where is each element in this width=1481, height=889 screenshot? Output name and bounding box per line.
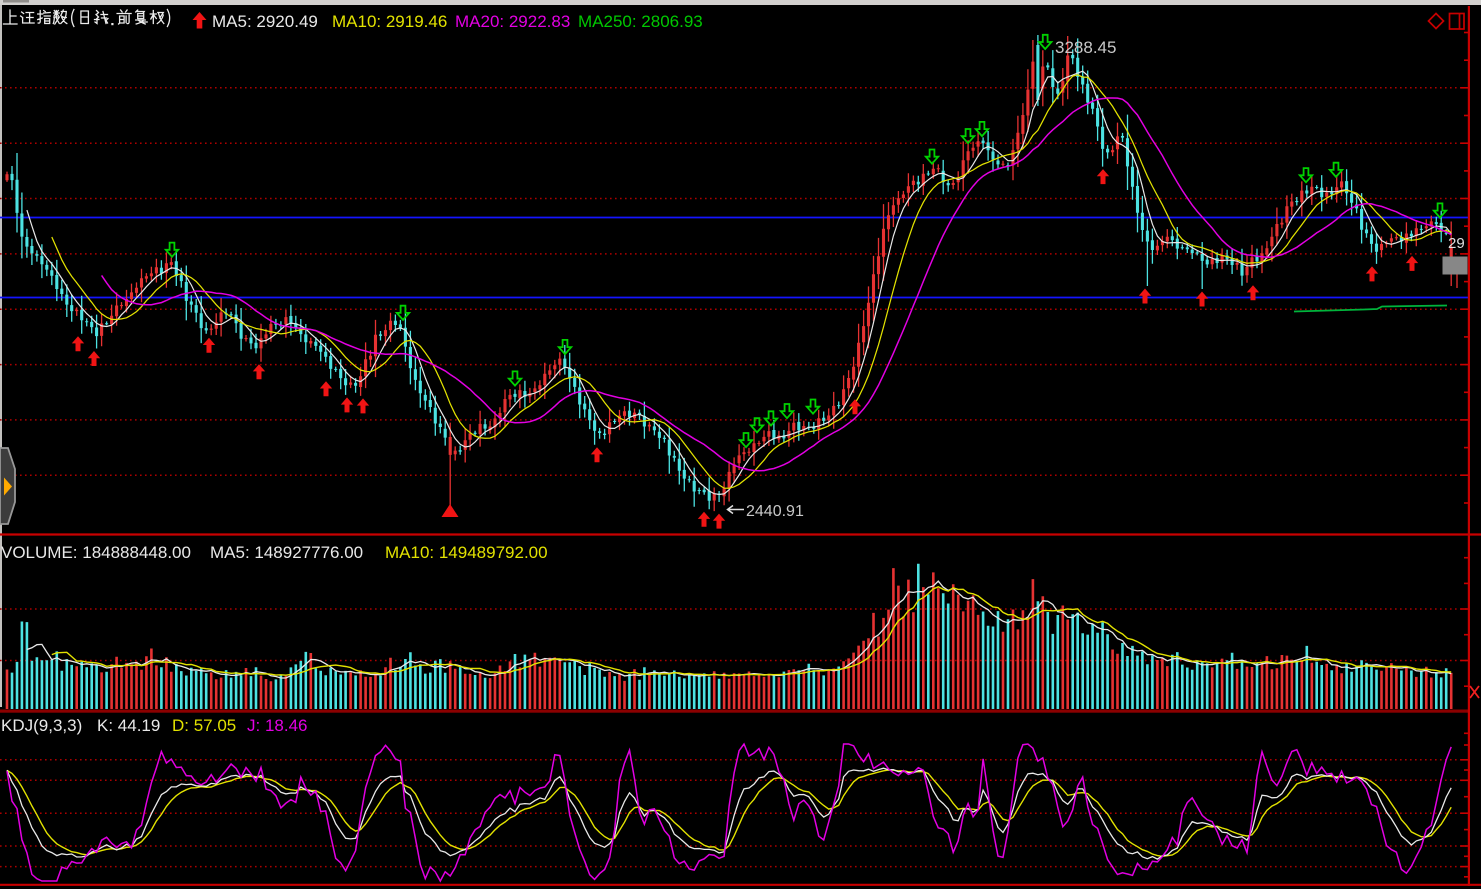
svg-text:MA20: 2922.83: MA20: 2922.83 — [455, 12, 570, 31]
svg-text:29: 29 — [1448, 235, 1465, 252]
svg-text:VOLUME: 184888448.00: VOLUME: 184888448.00 — [1, 543, 191, 562]
svg-text:MA250: 2806.93: MA250: 2806.93 — [578, 12, 703, 31]
svg-text:MA5: 2920.49: MA5: 2920.49 — [212, 12, 318, 31]
svg-text:MA10: 149489792.00: MA10: 149489792.00 — [385, 543, 548, 562]
svg-text:D: 57.05: D: 57.05 — [172, 716, 236, 735]
svg-text:K: 44.19: K: 44.19 — [97, 716, 160, 735]
svg-text:KDJ(9,3,3): KDJ(9,3,3) — [1, 716, 82, 735]
svg-text:3288.45: 3288.45 — [1055, 38, 1116, 57]
svg-text:MA5: 148927776.00: MA5: 148927776.00 — [210, 543, 363, 562]
svg-text:2440.91: 2440.91 — [746, 503, 804, 520]
svg-text:J: 18.46: J: 18.46 — [247, 716, 308, 735]
svg-text:MA10: 2919.46: MA10: 2919.46 — [332, 12, 447, 31]
